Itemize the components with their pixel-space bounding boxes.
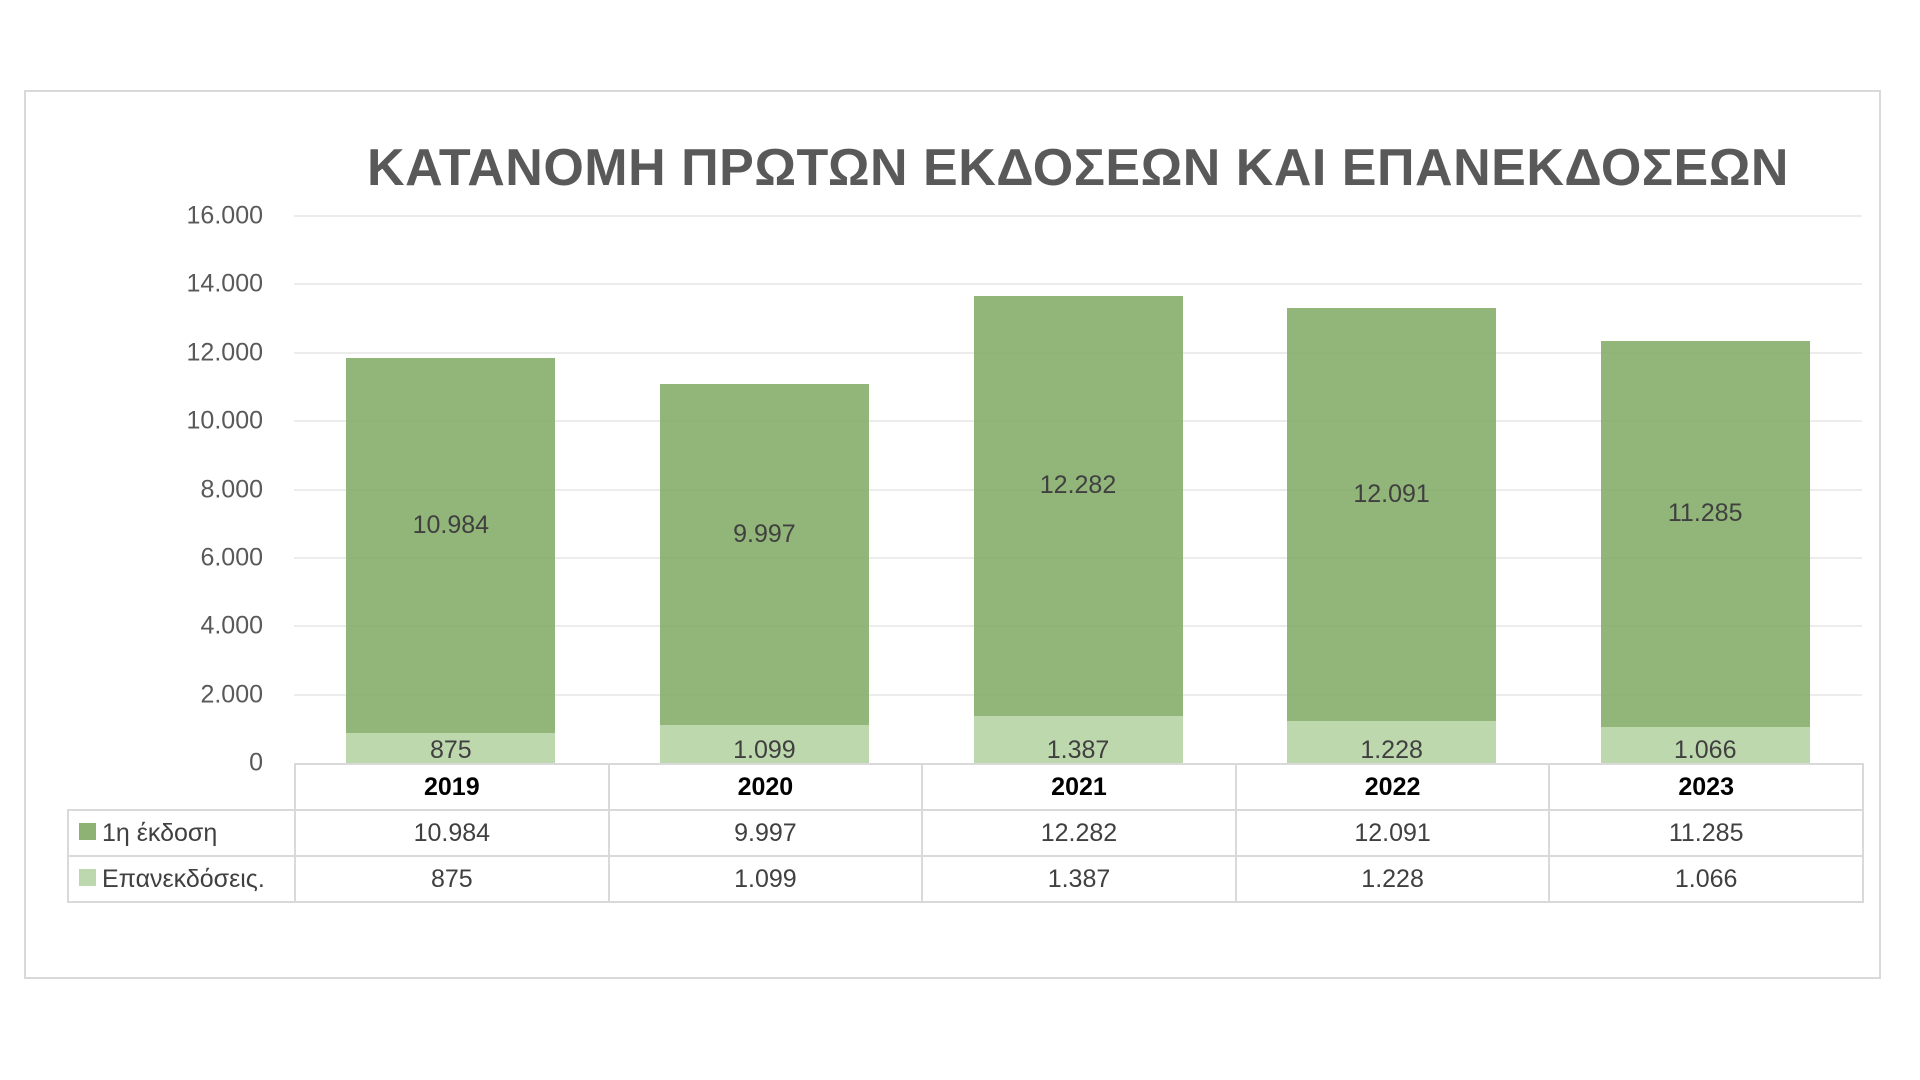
data-label: 1.099 — [733, 736, 796, 764]
legend-entry-first-edition: 1η έκδοση — [67, 809, 296, 857]
y-tick-label: 12.000 — [186, 338, 263, 367]
y-tick-label: 10.000 — [186, 406, 263, 435]
bar-segment-first-edition[interactable]: 11.285 — [1600, 340, 1810, 727]
chart-title: ΚΑΤΑΝΟΜΗ ΠΡΩΤΩΝ ΕΚΔΟΣΕΩΝ ΚΑΙ ΕΠΑΝΕΚΔΟΣΕΩ… — [367, 139, 1789, 197]
data-label: 1.387 — [1046, 736, 1110, 764]
y-tick-label: 16.000 — [186, 201, 263, 230]
y-tick-label: 6.000 — [200, 543, 263, 572]
bar-segment-reissues[interactable]: 875 — [346, 733, 556, 764]
table-cell: 10.984 — [294, 809, 610, 857]
gridline — [294, 215, 1862, 217]
y-tick-label: 8.000 — [200, 475, 263, 503]
bar-segment-first-edition[interactable]: 12.091 — [1287, 307, 1497, 722]
table-header-year: 2021 — [921, 763, 1237, 811]
data-label: 12.091 — [1353, 479, 1430, 508]
data-label: 9.997 — [733, 520, 796, 549]
data-label: 11.285 — [1667, 499, 1743, 528]
bar-stack-2022[interactable]: 12.091 1.228 — [1287, 307, 1497, 764]
table-cell: 11.285 — [1548, 809, 1864, 857]
bar-segment-reissues[interactable]: 1.099 — [659, 725, 869, 764]
table-cell: 12.282 — [921, 809, 1237, 857]
legend-label: 1η έκδοση — [102, 818, 218, 847]
table-row: Επανεκδόσεις. 875 1.099 1.387 1.228 1.066 — [67, 855, 1864, 903]
table-cell: 12.091 — [1234, 809, 1551, 857]
table-header-year: 2022 — [1234, 763, 1551, 811]
y-tick-label: 4.000 — [200, 611, 263, 640]
legend-label: Επανεκδόσεις. — [102, 864, 265, 893]
table-cell: 1.228 — [1234, 855, 1551, 903]
bar-stack-2021[interactable]: 12.282 1.387 — [973, 295, 1183, 764]
table-header-row: 2019 2020 2021 2022 2023 — [68, 763, 1864, 811]
table-corner — [68, 764, 296, 811]
y-tick-label: 14.000 — [186, 269, 263, 298]
bar-segment-first-edition[interactable]: 9.997 — [659, 383, 869, 726]
data-label: 12.282 — [1039, 471, 1117, 500]
table-cell: 1.066 — [1548, 855, 1864, 903]
table-header-year: 2019 — [294, 763, 610, 811]
chart-frame — [24, 90, 1881, 979]
bar-segment-reissues[interactable]: 1.387 — [973, 715, 1183, 764]
bar-segment-first-edition[interactable]: 12.282 — [973, 295, 1183, 716]
table-cell: 1.387 — [921, 855, 1237, 903]
table-cell: 1.099 — [607, 855, 924, 903]
y-tick-label: 2.000 — [200, 680, 263, 709]
table-header-year: 2020 — [607, 763, 924, 811]
bar-stack-2019[interactable]: 10.984 875 — [346, 357, 556, 764]
plot-area: 10.984 875 9.997 1.099 12.282 1.387 12.091 1.22… — [294, 215, 1862, 764]
data-label: 10.984 — [412, 510, 490, 539]
data-label: 1.228 — [1360, 736, 1423, 764]
table-cell: 875 — [294, 855, 610, 903]
gridline — [294, 283, 1862, 286]
bar-segment-first-edition[interactable]: 10.984 — [346, 357, 556, 734]
data-table: 2019 2020 2021 2022 2023 1η έκδοση 10.984 9.9… — [67, 763, 1864, 903]
data-label: 875 — [429, 736, 472, 764]
table-header-year: 2023 — [1548, 763, 1864, 811]
legend-entry-reissues: Επανεκδόσεις. — [67, 855, 296, 903]
bar-segment-reissues[interactable]: 1.228 — [1287, 721, 1497, 764]
table-row: 1η έκδοση 10.984 9.997 12.282 12.091 11.285 — [67, 809, 1864, 857]
data-label: 1.066 — [1673, 736, 1737, 764]
legend-swatch-icon — [79, 823, 96, 841]
bar-segment-reissues[interactable]: 1.066 — [1600, 726, 1810, 764]
bar-stack-2023[interactable]: 11.285 1.066 — [1600, 340, 1810, 764]
legend-swatch-icon — [79, 869, 96, 887]
bar-stack-2020[interactable]: 9.997 1.099 — [659, 383, 869, 764]
table-cell: 9.997 — [607, 809, 924, 857]
